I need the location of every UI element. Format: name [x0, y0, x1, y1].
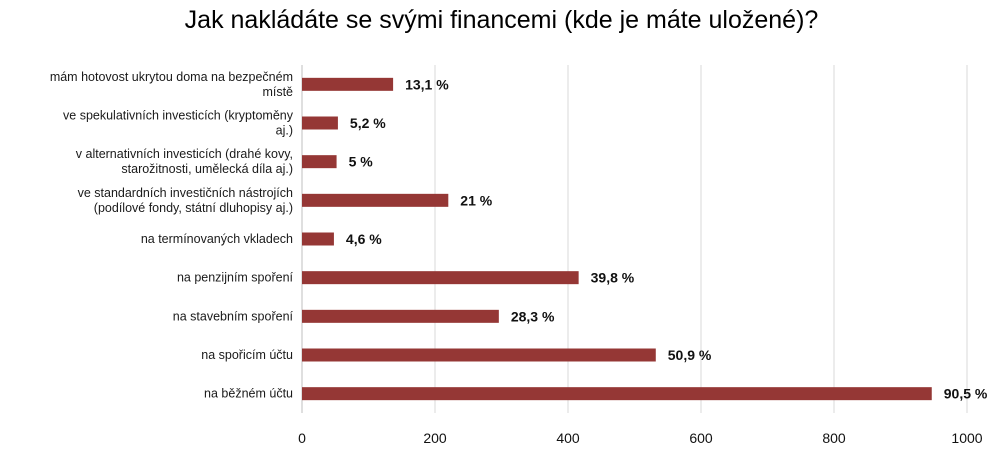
category-label: ve standardních investičních nástrojích [78, 186, 293, 200]
category-label: starožitnosti, umělecká díla aj.) [121, 162, 293, 176]
bar [302, 155, 337, 169]
category-labels: mám hotovost ukrytou doma na bezpečnémmí… [50, 70, 294, 401]
x-tick-label: 400 [556, 430, 580, 446]
bar [302, 271, 579, 285]
category-label: ve spekulativních investicích (kryptoměn… [63, 109, 294, 123]
x-tick-label: 600 [689, 430, 713, 446]
category-label: na termínovaných vkladech [141, 232, 293, 246]
data-label: 28,3 % [511, 308, 555, 324]
chart-title: Jak nakládáte se svými financemi (kde je… [184, 6, 819, 34]
category-label: místě [262, 85, 293, 99]
category-label: na spořicím účtu [201, 348, 293, 362]
data-label: 4,6 % [346, 231, 382, 247]
category-label: v alternativních investicích (drahé kovy… [76, 147, 293, 161]
category-label: na běžném účtu [204, 387, 293, 401]
bar [302, 348, 656, 362]
data-label: 5 % [349, 154, 374, 170]
data-label: 90,5 % [944, 386, 988, 402]
category-label: na penzijním spoření [177, 271, 294, 285]
bar [302, 116, 338, 130]
data-label: 21 % [460, 192, 492, 208]
bar [302, 77, 394, 91]
bar [302, 309, 499, 323]
x-tick-labels: 0 200 400 600 800 1000 [298, 430, 983, 446]
data-label: 5,2 % [350, 115, 386, 131]
x-tick-label: 800 [822, 430, 846, 446]
category-label: aj.) [276, 124, 293, 138]
bar [302, 232, 334, 246]
bar [302, 193, 449, 207]
data-label: 13,1 % [405, 76, 449, 92]
data-label: 50,9 % [668, 347, 712, 363]
x-tick-label: 0 [298, 430, 306, 446]
x-tick-label: 1000 [951, 430, 982, 446]
category-label: (podílové fondy, státní dluhopisy aj.) [94, 201, 293, 215]
category-label: mám hotovost ukrytou doma na bezpečném [50, 70, 293, 84]
bar-series [302, 77, 932, 401]
bar [302, 387, 932, 401]
category-label: na stavebním spoření [173, 309, 294, 323]
data-labels: 13,1 % 5,2 % 5 % 21 % 4,6 % 39,8 % 28,3 % 50,9 … [346, 76, 988, 401]
x-tick-label: 200 [423, 430, 447, 446]
data-label: 39,8 % [591, 270, 635, 286]
